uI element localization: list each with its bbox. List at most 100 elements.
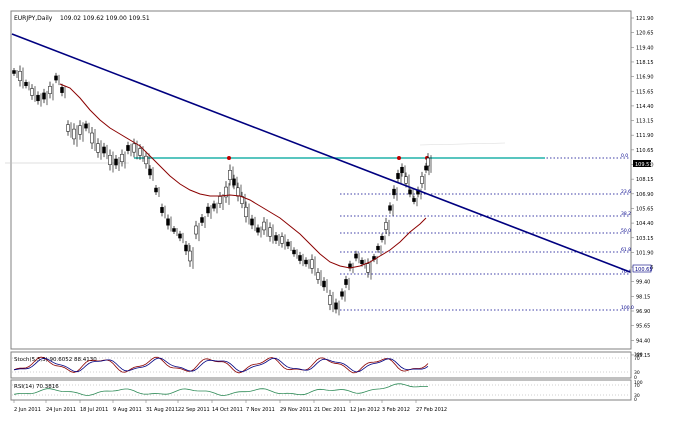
stoch-main-line xyxy=(13,356,429,374)
candle-body xyxy=(12,70,16,74)
candle-body xyxy=(286,241,290,247)
candle-body xyxy=(60,87,64,93)
level-marker[interactable] xyxy=(397,156,401,160)
candle-body xyxy=(408,189,412,195)
price-tick-label: 121.90 xyxy=(636,16,654,22)
candle-body xyxy=(36,94,40,102)
time-tick-label: 14 Oct 2011 xyxy=(212,407,243,413)
fib-level-label: 23.6 xyxy=(621,189,631,195)
trendline[interactable] xyxy=(11,33,631,273)
time-tick-label: 18 Jul 2011 xyxy=(80,407,108,413)
candle-body xyxy=(102,146,106,154)
candle-body xyxy=(384,222,388,230)
candle-body xyxy=(244,206,248,218)
fib-level-label: 0.0 xyxy=(621,153,628,159)
candle-body xyxy=(250,218,254,226)
rsi-line xyxy=(13,383,429,396)
candle-body xyxy=(188,250,192,262)
candle-body xyxy=(120,153,124,163)
candle-body xyxy=(304,259,308,265)
candle-body xyxy=(114,158,118,166)
price-tick-label: 118.15 xyxy=(636,60,654,66)
candle-body xyxy=(154,187,158,193)
current-price-label: 109.51 xyxy=(635,162,653,168)
fib-level-label: 76.4 xyxy=(621,269,631,275)
ohlc-label: 109.02 109.62 109.00 109.51 xyxy=(60,15,150,22)
candle-body xyxy=(42,92,46,100)
price-tick-label: 119.40 xyxy=(636,45,654,51)
candle-body xyxy=(30,88,34,96)
price-tick-label: 98.15 xyxy=(636,294,650,300)
candle-body xyxy=(322,280,326,288)
candle-body xyxy=(236,187,240,197)
candle-body xyxy=(54,75,58,81)
time-tick-label: 27 Feb 2012 xyxy=(416,407,447,413)
candle-body xyxy=(144,155,148,165)
price-tick-label: 106.90 xyxy=(636,192,654,198)
level-marker[interactable] xyxy=(227,156,231,160)
stoch-title: Stoch(5,3,3) 90.6052 88.4130 xyxy=(14,357,97,363)
candle-body xyxy=(84,123,88,129)
candle-body xyxy=(224,186,228,198)
candle-body xyxy=(376,245,380,251)
candle-body xyxy=(184,244,188,252)
candle-body xyxy=(380,235,384,241)
price-tick-label: 113.15 xyxy=(636,119,654,125)
candle-body xyxy=(232,178,236,186)
main-plot-area[interactable] xyxy=(10,10,632,350)
candle-body xyxy=(200,217,204,223)
candle-body xyxy=(310,259,314,269)
candle-body xyxy=(354,253,358,259)
rsi-tick-label: 100 xyxy=(634,380,643,386)
candle-body xyxy=(218,196,222,204)
price-tick-label: 104.40 xyxy=(636,221,654,227)
rsi-title: RSI(14) 70.3816 xyxy=(14,384,59,390)
fib-level-label: 100.0 xyxy=(621,305,634,311)
candle-body xyxy=(404,176,408,184)
candle-body xyxy=(90,132,94,144)
stoch-tick-label: 0 xyxy=(634,375,637,381)
stoch-panel[interactable] xyxy=(10,351,632,379)
candle-body xyxy=(344,279,348,285)
rsi-panel[interactable] xyxy=(10,379,632,401)
rsi-tick-label: 30 xyxy=(634,393,640,399)
price-tick-label: 114.40 xyxy=(636,104,654,110)
symbol-label: EURJPY,Daily xyxy=(14,15,53,22)
time-tick-label: 29 Nov 2011 xyxy=(280,407,312,413)
candle-body xyxy=(262,221,266,231)
candle-body xyxy=(412,198,416,202)
candle-body xyxy=(340,291,344,297)
candle-body xyxy=(228,170,232,180)
candle-body xyxy=(212,203,216,209)
candle-body xyxy=(426,157,430,167)
candle-body xyxy=(292,249,296,255)
price-tick-label: 120.65 xyxy=(636,31,654,37)
candle-body xyxy=(400,166,404,174)
price-axis: 121.90 120.65 119.40 118.15 116.90 115.65 114.… xyxy=(631,16,654,359)
candle-body xyxy=(424,165,428,171)
candle-body xyxy=(166,218,170,226)
candle-body xyxy=(396,173,400,179)
candle-body xyxy=(328,295,332,305)
price-tick-label: 108.15 xyxy=(636,177,654,183)
candle-body xyxy=(72,128,76,140)
candle-body xyxy=(334,302,338,310)
candle-body xyxy=(316,272,320,280)
trendline-price-label: 100.65 xyxy=(635,267,653,273)
candle-body xyxy=(178,233,182,239)
stoch-signal-line xyxy=(13,357,429,373)
price-tick-label: 103.15 xyxy=(636,236,654,242)
stoch-tick-label: 70 xyxy=(634,356,640,362)
candle-body xyxy=(138,148,142,156)
candle-body xyxy=(256,227,260,233)
time-tick-label: 12 Jan 2012 xyxy=(350,407,380,413)
candle-body xyxy=(298,255,302,261)
candle-body xyxy=(24,82,28,86)
candle-body xyxy=(48,86,52,94)
rsi-tick-label: 0 xyxy=(634,397,637,403)
candle-body xyxy=(280,236,284,244)
candle-body xyxy=(388,205,392,211)
price-tick-label: 96.90 xyxy=(636,309,650,315)
